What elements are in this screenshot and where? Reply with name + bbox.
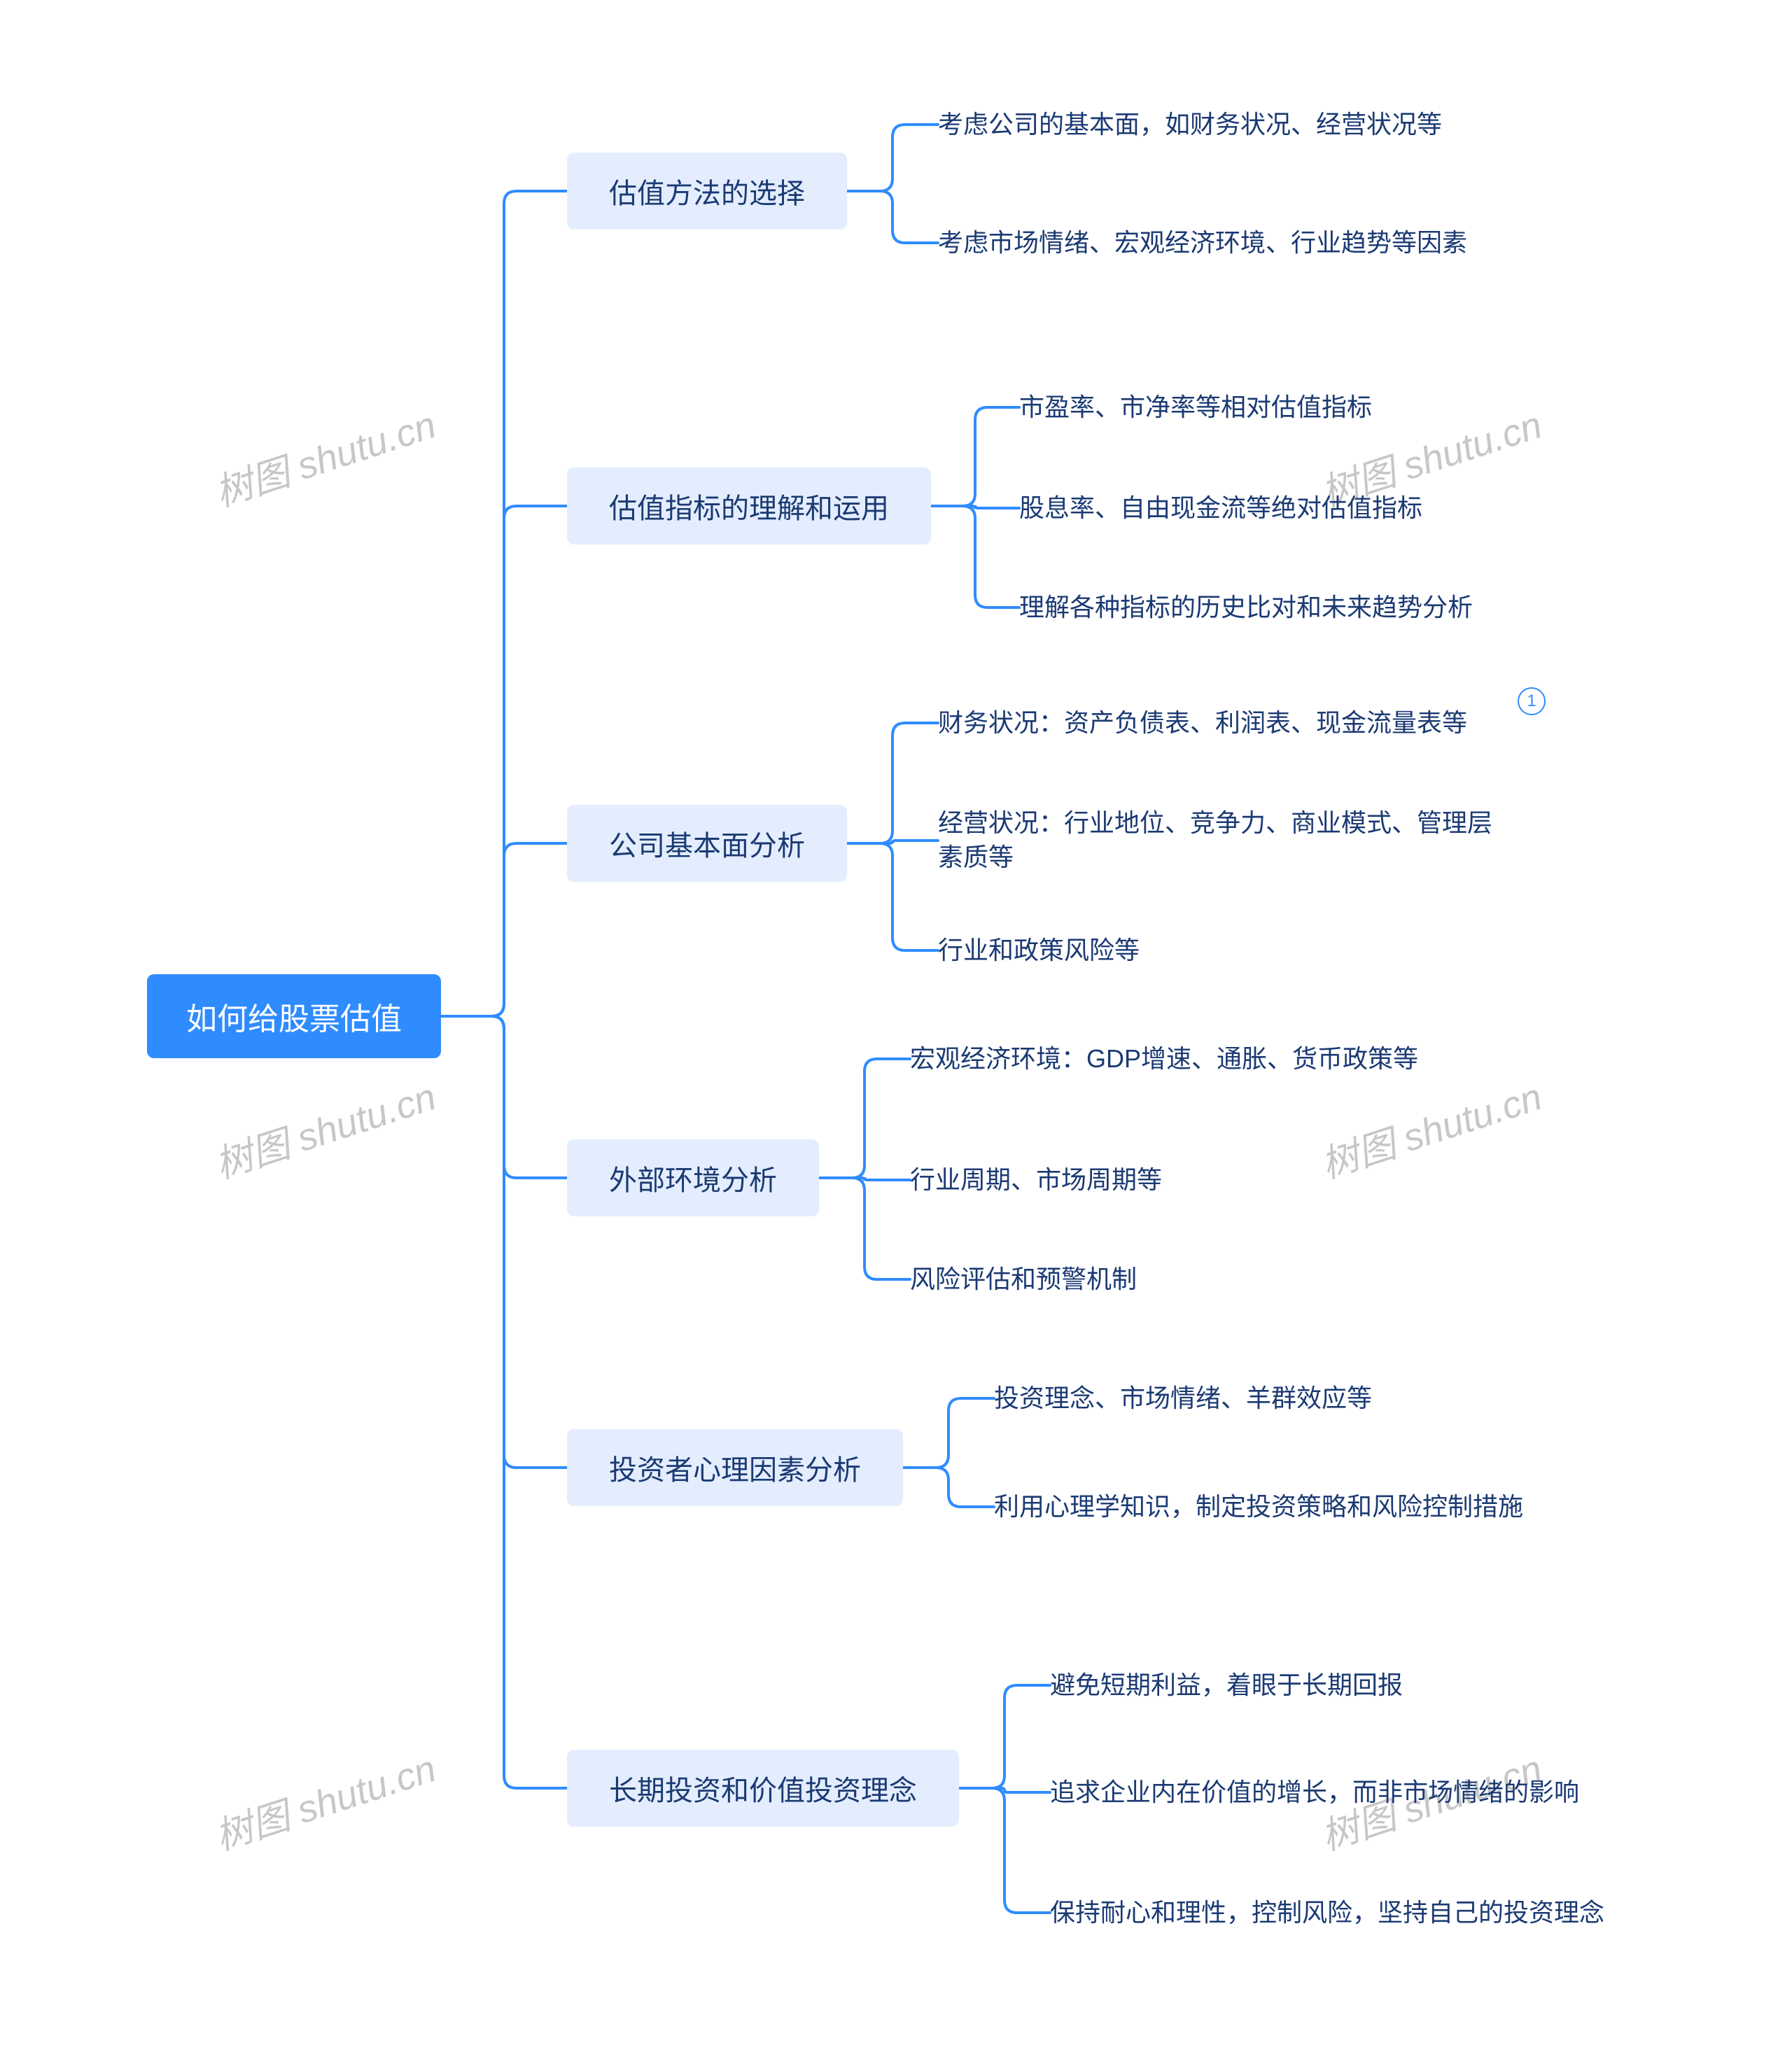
leaf-node: 行业和政策风险等 [938, 929, 1288, 971]
branch-node-b2: 估值指标的理解和运用 [567, 468, 931, 544]
branch-node-b4: 外部环境分析 [567, 1139, 819, 1216]
connector [441, 1016, 567, 1788]
connector [847, 723, 938, 843]
connector [931, 407, 1019, 506]
note-badge: 1 [1518, 687, 1546, 715]
leaf-node: 投资理念、市场情绪、羊群效应等 [994, 1377, 1484, 1419]
connector [441, 1016, 567, 1468]
leaf-node: 股息率、自由现金流等绝对估值指标 [1019, 487, 1544, 529]
watermark: 树图 shutu.cn [207, 394, 442, 517]
connector [959, 1788, 1050, 1792]
leaf-node: 财务状况：资产负债表、利润表、现金流量表等 [938, 691, 1512, 754]
leaf-node: 考虑市场情绪、宏观经济环境、行业趋势等因素 [938, 211, 1512, 274]
connector [819, 1059, 910, 1178]
branch-node-b6: 长期投资和价值投资理念 [567, 1750, 959, 1827]
connector [441, 843, 567, 1016]
branch-node-b1: 估值方法的选择 [567, 153, 847, 230]
connector [441, 1016, 567, 1178]
connector [847, 125, 938, 191]
connector [847, 191, 938, 243]
connector [819, 1177, 910, 1181]
leaf-node: 行业周期、市场周期等 [910, 1159, 1295, 1201]
connector [959, 1788, 1050, 1913]
leaf-node: 利用心理学知识，制定投资策略和风险控制措施 [994, 1475, 1568, 1538]
connector [847, 843, 938, 950]
leaf-node: 风险评估和预警机制 [910, 1258, 1260, 1300]
mindmap-canvas: 树图 shutu.cn树图 shutu.cn树图 shutu.cn树图 shut… [0, 0, 1792, 2052]
watermark: 树图 shutu.cn [207, 1066, 442, 1189]
leaf-node: 市盈率、市净率等相对估值指标 [1019, 386, 1509, 428]
connector [903, 1468, 994, 1507]
leaf-node: 经营状况：行业地位、竞争力、商业模式、管理层素质等 [938, 809, 1512, 872]
leaf-node: 避免短期利益，着眼于长期回报 [1050, 1664, 1540, 1706]
connector [931, 506, 1019, 607]
connector [441, 506, 567, 1016]
branch-node-b3: 公司基本面分析 [567, 805, 847, 882]
leaf-node: 理解各种指标的历史比对和未来趋势分析 [1019, 586, 1579, 628]
leaf-node: 考虑公司的基本面，如财务状况、经营状况等 [938, 104, 1568, 146]
leaf-node: 宏观经济环境：GDP增速、通胀、货币政策等 [910, 1027, 1484, 1090]
connector [959, 1685, 1050, 1788]
connector [819, 1178, 910, 1279]
root-node: 如何给股票估值 [147, 974, 441, 1058]
branch-node-b5: 投资者心理因素分析 [567, 1429, 903, 1506]
connector [931, 505, 1019, 509]
connector [903, 1398, 994, 1468]
connector [441, 191, 567, 1016]
watermark: 树图 shutu.cn [207, 1738, 442, 1861]
connector [847, 841, 938, 843]
leaf-node: 追求企业内在价值的增长，而非市场情绪的影响 [1050, 1761, 1624, 1824]
leaf-node: 保持耐心和理性，控制风险，坚持自己的投资理念 [1050, 1881, 1624, 1944]
